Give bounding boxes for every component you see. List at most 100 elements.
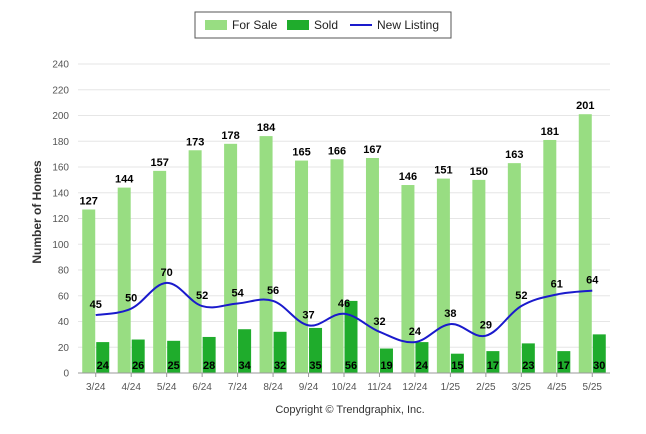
y-tick-label: 180 xyxy=(52,137,69,148)
label-for-sale: 201 xyxy=(576,100,594,112)
bar-sold xyxy=(450,353,464,373)
bar-sold xyxy=(379,348,393,373)
legend-label-for-sale: For Sale xyxy=(232,18,278,32)
label-for-sale: 166 xyxy=(328,145,346,157)
label-new-listing: 46 xyxy=(338,298,350,310)
label-new-listing: 56 xyxy=(267,285,279,297)
bar-sold xyxy=(557,351,571,373)
label-sold: 35 xyxy=(309,360,321,372)
label-sold: 25 xyxy=(168,360,180,372)
bar-sold xyxy=(344,300,358,373)
legend-label-sold: Sold xyxy=(314,18,338,32)
y-tick-label: 20 xyxy=(58,343,70,354)
label-new-listing: 70 xyxy=(161,267,173,279)
bar-for-sale xyxy=(578,114,592,374)
x-tick-label: 10/24 xyxy=(331,382,356,393)
bar-sold xyxy=(167,340,181,373)
new-listing-line-group xyxy=(95,281,593,344)
bar-sold xyxy=(202,336,216,373)
y-tick-label: 100 xyxy=(52,240,69,251)
legend-label-new-listing: New Listing xyxy=(377,18,439,32)
label-sold: 56 xyxy=(345,360,357,372)
label-sold: 28 xyxy=(203,360,215,372)
y-tick-label: 240 xyxy=(52,60,69,71)
x-tick-label: 2/25 xyxy=(476,382,496,393)
bar-for-sale xyxy=(153,170,167,373)
label-sold: 32 xyxy=(274,360,286,372)
bar-for-sale xyxy=(295,160,309,373)
bar-sold xyxy=(238,329,252,373)
x-tick-label: 3/24 xyxy=(86,382,106,393)
label-new-listing: 52 xyxy=(196,290,208,302)
bar-for-sale xyxy=(224,143,238,373)
label-sold: 19 xyxy=(380,360,392,372)
label-for-sale: 181 xyxy=(541,126,559,138)
bar-for-sale xyxy=(436,178,450,373)
label-sold: 26 xyxy=(132,360,144,372)
y-tick-label: 60 xyxy=(58,291,70,302)
label-for-sale: 150 xyxy=(470,166,488,178)
x-tick-label: 4/24 xyxy=(121,382,141,393)
label-new-listing: 32 xyxy=(373,316,385,328)
label-sold: 24 xyxy=(416,360,429,372)
label-new-listing: 38 xyxy=(444,308,456,320)
bar-for-sale xyxy=(330,159,344,373)
label-for-sale: 184 xyxy=(257,122,276,134)
y-tick-label: 200 xyxy=(52,111,69,122)
label-sold: 34 xyxy=(238,360,251,372)
bar-sold xyxy=(273,331,287,373)
bar-sold xyxy=(309,327,323,373)
label-new-listing: 64 xyxy=(586,275,599,287)
bar-for-sale xyxy=(472,179,486,373)
bar-for-sale xyxy=(259,136,273,373)
y-axis-title: Number of Homes xyxy=(30,160,44,264)
label-new-listing: 52 xyxy=(515,290,527,302)
label-for-sale: 167 xyxy=(363,144,381,156)
label-for-sale: 178 xyxy=(221,130,239,142)
x-tick-label: 8/24 xyxy=(263,382,283,393)
x-tick-label: 5/25 xyxy=(583,382,603,393)
label-sold: 15 xyxy=(451,360,463,372)
bar-sold xyxy=(131,339,145,373)
y-tick-label: 120 xyxy=(52,214,69,225)
y-tick-label: 140 xyxy=(52,188,69,199)
label-sold: 24 xyxy=(97,360,110,372)
x-tick-label: 1/25 xyxy=(441,382,461,393)
bar-for-sale xyxy=(543,139,557,373)
label-sold: 17 xyxy=(487,360,499,372)
y-tick-label: 220 xyxy=(52,85,69,96)
bar-sold xyxy=(521,343,535,373)
label-sold: 23 xyxy=(522,360,534,372)
label-for-sale: 163 xyxy=(505,149,523,161)
label-for-sale: 127 xyxy=(80,195,98,207)
x-tick-label: 6/24 xyxy=(192,382,212,393)
y-tick-label: 40 xyxy=(58,317,70,328)
bar-for-sale xyxy=(507,163,521,373)
x-tick-label: 5/24 xyxy=(157,382,177,393)
label-for-sale: 173 xyxy=(186,136,204,148)
x-tick-label: 9/24 xyxy=(299,382,319,393)
legend-swatch-for-sale xyxy=(205,20,227,30)
bar-for-sale xyxy=(365,157,379,373)
gridlines xyxy=(78,63,610,348)
label-new-listing: 37 xyxy=(302,309,314,321)
label-new-listing: 50 xyxy=(125,293,137,305)
label-for-sale: 144 xyxy=(115,174,134,186)
y-tick-label: 160 xyxy=(52,163,69,174)
x-tick-label: 3/25 xyxy=(512,382,532,393)
y-tick-label: 80 xyxy=(58,266,70,277)
axes: 0 20 40 60 80 100 120 140 160 180 200 220 240 3/24 4/2… xyxy=(52,60,610,393)
bar-for-sale xyxy=(117,187,131,373)
label-new-listing: 24 xyxy=(409,326,422,338)
label-sold: 30 xyxy=(593,360,605,372)
bar-sold xyxy=(415,342,429,373)
x-tick-label: 4/25 xyxy=(547,382,567,393)
label-new-listing: 45 xyxy=(90,299,102,311)
label-for-sale: 157 xyxy=(150,157,168,169)
x-tick-label: 12/24 xyxy=(402,382,427,393)
data-labels: 127 24 144 26 157 25 173 28 178 34 184 32 165 35 166 56… xyxy=(80,100,606,372)
bar-sold xyxy=(486,351,500,373)
bar-for-sale xyxy=(188,150,202,373)
bar-for-sale xyxy=(82,209,96,373)
